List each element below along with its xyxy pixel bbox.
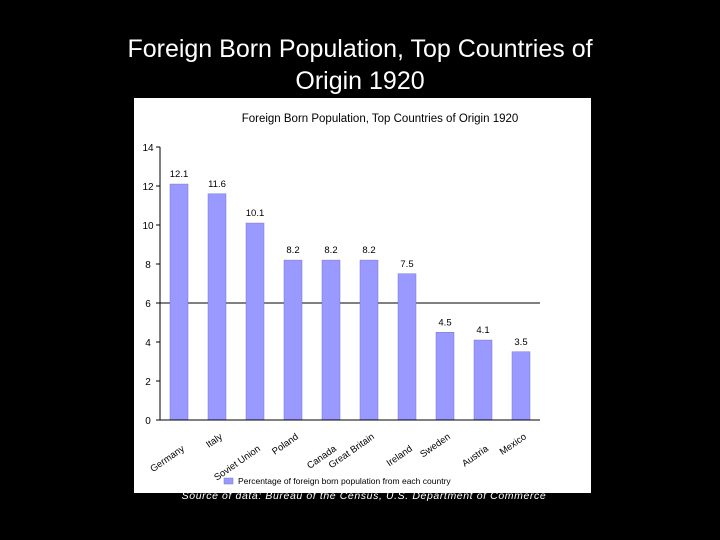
source-note: Source of data: Bureau of the Census, U.… <box>181 490 547 502</box>
x-tick-label: Ireland <box>385 443 415 469</box>
bar <box>397 273 417 421</box>
data-label: 11.6 <box>208 179 226 190</box>
legend-label: Percentage of foreign born population fr… <box>238 476 451 486</box>
data-label: 4.5 <box>438 317 451 328</box>
bar-chart: Foreign Born Population, Top Countries o… <box>142 113 540 486</box>
data-label: 3.5 <box>514 337 527 348</box>
chart-panel: Foreign Born Population, Top Countries o… <box>134 98 591 493</box>
data-label: 7.5 <box>400 259 413 270</box>
y-tick-label: 14 <box>142 143 154 154</box>
data-label: 8.2 <box>324 245 337 256</box>
x-tick-label: Poland <box>270 431 301 457</box>
data-label: 8.2 <box>362 245 375 256</box>
data-label: 4.1 <box>476 325 489 336</box>
y-tick-label: 8 <box>145 260 151 271</box>
bar <box>283 259 303 421</box>
bar <box>207 193 227 421</box>
bar <box>245 222 265 421</box>
x-tick-label: Austria <box>460 443 491 469</box>
chart-title: Foreign Born Population, Top Countries o… <box>242 113 519 125</box>
bar <box>435 332 455 421</box>
bar <box>169 183 189 421</box>
x-tick-label: Italy <box>204 431 225 450</box>
bar <box>473 339 493 421</box>
slide-title: Foreign Born Population, Top Countries o… <box>60 33 660 97</box>
bar <box>321 259 341 421</box>
slide-title-line-1: Foreign Born Population, Top Countries o… <box>127 35 593 63</box>
data-label: 10.1 <box>246 208 265 219</box>
y-tick-label: 4 <box>145 338 151 349</box>
bar <box>511 351 531 421</box>
y-tick-label: 2 <box>145 377 151 388</box>
y-tick-label: 10 <box>142 221 154 232</box>
legend-swatch <box>223 477 234 485</box>
x-tick-label: Sweden <box>418 431 452 460</box>
slide-title-line-2: Origin 1920 <box>295 67 425 95</box>
data-label: 8.2 <box>286 245 299 256</box>
y-tick-label: 6 <box>145 299 151 310</box>
x-tick-label: Mexico <box>498 431 529 457</box>
y-tick-label: 0 <box>145 416 151 427</box>
y-tick-label: 12 <box>142 182 154 193</box>
data-label: 12.1 <box>170 169 189 180</box>
x-tick-label: Germany <box>148 443 187 475</box>
bar <box>359 259 379 421</box>
